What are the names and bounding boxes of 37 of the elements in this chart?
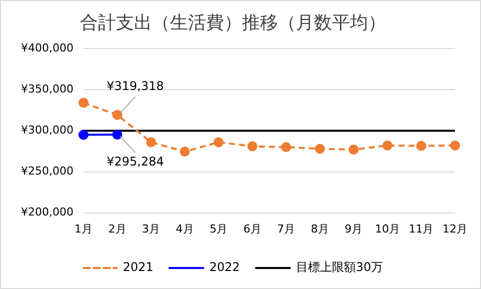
legend-label: 2021	[122, 260, 154, 274]
y-tick-label: ¥200,000	[20, 206, 74, 219]
point	[314, 144, 325, 154]
point	[348, 144, 359, 155]
point	[78, 98, 88, 108]
x-tick-label: 5月	[210, 222, 228, 236]
x-tick-label: 6月	[243, 222, 262, 236]
annotation: ¥319,318	[106, 78, 164, 93]
chart-title: 合計支出（生活費）推移（月数平均）	[80, 12, 386, 34]
point	[180, 146, 190, 157]
x-tick-label: 4月	[176, 222, 194, 236]
point	[78, 130, 88, 140]
x-tick-label: 12月	[442, 222, 468, 236]
y-tick-label: ¥300,000	[20, 124, 74, 137]
y-tick-label: ¥250,000	[20, 164, 74, 178]
x-tick-label: 9月	[344, 222, 363, 236]
x-tick-label: 7月	[277, 222, 296, 236]
x-tick-label: 3月	[142, 222, 160, 236]
point	[382, 140, 392, 150]
point	[214, 137, 224, 148]
x-tick-label: 8月	[310, 222, 329, 236]
legend-label: 2022	[209, 260, 240, 274]
point	[247, 141, 258, 152]
annotation: ¥295,284	[106, 154, 164, 169]
point	[112, 130, 122, 140]
legend-label: 目標上限額30万	[296, 260, 384, 274]
point	[281, 142, 292, 152]
x-tick-label: 1月	[74, 222, 92, 236]
x-tick-label: 2月	[108, 222, 126, 236]
point	[450, 140, 460, 150]
x-tick-label: 10月	[374, 222, 400, 236]
point	[416, 140, 426, 151]
y-tick-label: ¥350,000	[20, 82, 74, 96]
y-tick-label: ¥400,000	[20, 41, 74, 54]
point	[146, 137, 156, 148]
x-tick-label: 11月	[408, 222, 434, 236]
point	[112, 110, 122, 120]
